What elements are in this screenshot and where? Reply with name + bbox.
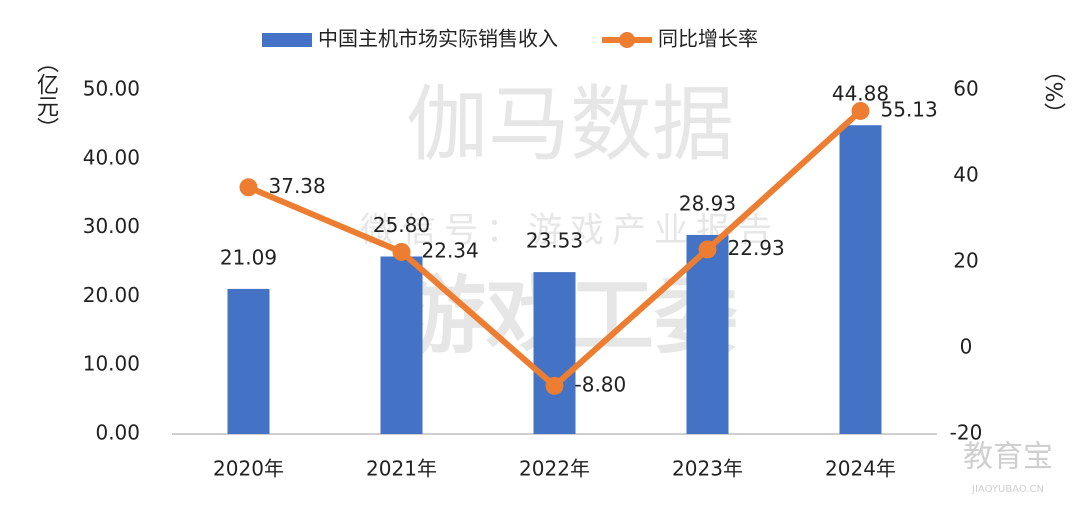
watermark: 教育宝 [963, 440, 1053, 475]
y2-tick-label: -20 [950, 421, 983, 445]
line-marker [851, 101, 870, 120]
line-marker [392, 242, 411, 261]
data-label: 22.93 [728, 236, 785, 260]
watermark: 伽马数据 [406, 77, 734, 172]
data-label: 28.93 [679, 191, 736, 215]
legend-label: 中国主机市场实际销售收入 [318, 27, 558, 51]
y2-axis-label: （%） [1040, 60, 1066, 125]
bar [380, 256, 423, 434]
y-tick-label: 30.00 [83, 214, 140, 238]
y-tick-label: 10.00 [83, 352, 140, 376]
bar [839, 125, 882, 435]
y-axis-label: （亿元） [33, 51, 59, 139]
y2-tick-label: 60 [953, 77, 978, 101]
data-label: 55.13 [881, 97, 938, 121]
y-tick-label: 40.00 [83, 145, 140, 169]
line-marker [239, 178, 258, 197]
y-tick-label: 20.00 [83, 283, 140, 307]
data-label: 21.09 [220, 245, 277, 269]
bar [227, 288, 270, 434]
bar [533, 272, 576, 434]
data-label: -8.80 [575, 372, 627, 396]
legend-swatch [619, 32, 635, 48]
line-marker [545, 376, 564, 395]
data-label: 25.80 [373, 213, 430, 237]
y2-tick-label: 40 [953, 163, 978, 187]
x-tick-label: 2024年 [825, 457, 896, 481]
legend-label: 同比增长率 [658, 27, 758, 51]
data-label: 44.88 [832, 82, 889, 106]
data-label: 23.53 [526, 229, 583, 253]
x-tick-label: 2023年 [672, 457, 743, 481]
bar [686, 234, 729, 434]
x-tick-label: 2020年 [213, 457, 284, 481]
legend-swatch [262, 33, 312, 47]
y-tick-label: 0.00 [95, 421, 140, 445]
y-tick-label: 50.00 [83, 77, 140, 101]
data-label: 37.38 [269, 174, 326, 198]
y2-tick-label: 20 [953, 249, 978, 273]
watermark: JIAOYUBAO.CN [971, 484, 1044, 495]
y2-tick-label: 0 [960, 335, 973, 359]
data-label: 22.34 [422, 238, 479, 262]
x-tick-label: 2022年 [519, 457, 590, 481]
x-tick-label: 2021年 [366, 457, 437, 481]
line-marker [698, 240, 717, 259]
